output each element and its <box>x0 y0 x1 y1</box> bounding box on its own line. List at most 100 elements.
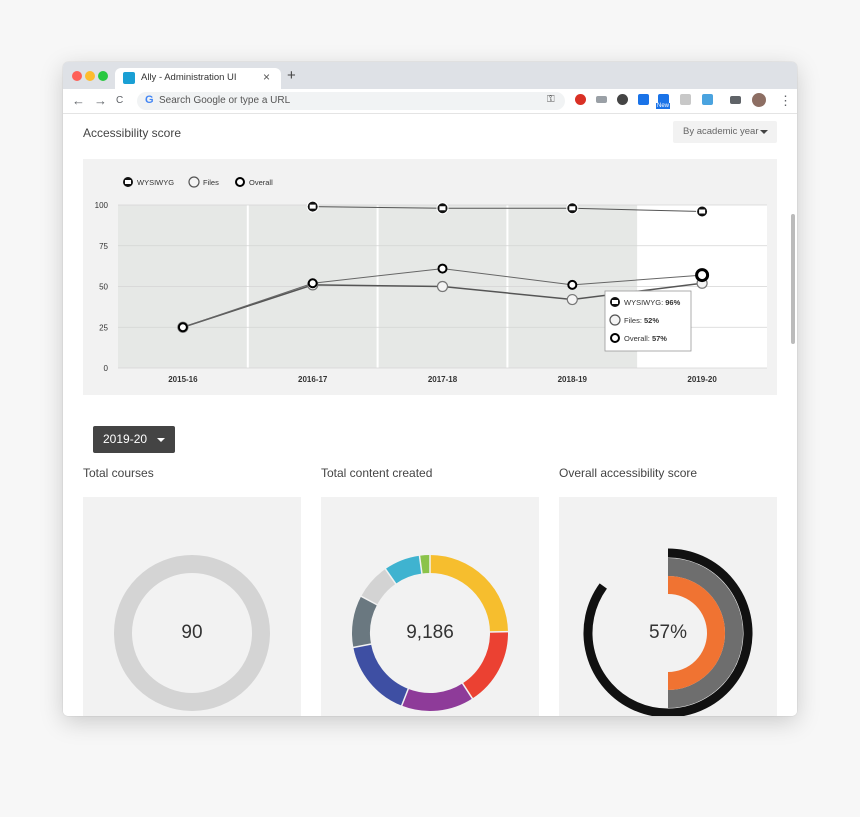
tab-ally[interactable]: Ally - Administration UI × <box>115 68 281 89</box>
reading-list-icon[interactable] <box>730 96 741 104</box>
y-tick-label: 100 <box>95 201 109 210</box>
tab-bar: Ally - Administration UI × + <box>63 62 797 89</box>
profile-avatar[interactable] <box>752 93 766 107</box>
x-tick-label: 2015-16 <box>168 375 198 384</box>
page-scrollbar[interactable] <box>791 214 795 344</box>
maximize-window-button[interactable] <box>98 71 108 81</box>
total-courses-value: 90 <box>181 622 203 643</box>
tooltip-wysiwyg-icon-glyph <box>612 300 618 304</box>
extension-new-badge: New <box>656 103 671 109</box>
page-content: Accessibility score By academic year 0 25… <box>63 114 797 716</box>
content-segment-gap <box>352 643 373 649</box>
content-segment <box>401 683 473 711</box>
x-tick-label: 2016-17 <box>298 375 328 384</box>
legend-files-icon <box>188 176 200 188</box>
overall-point <box>437 263 448 274</box>
overall-score-card: 57% <box>559 497 777 716</box>
minimize-window-button[interactable] <box>85 71 95 81</box>
omnibox-placeholder: Search Google or type a URL <box>159 95 291 106</box>
series-line <box>312 206 703 213</box>
overall-point <box>307 278 318 289</box>
total-content-title: Total content created <box>321 466 433 480</box>
new-tab-button[interactable]: + <box>287 67 296 84</box>
tooltip-label: Files: 52% <box>624 316 659 325</box>
extension-circle-icon[interactable] <box>617 94 628 105</box>
close-window-button[interactable] <box>72 71 82 81</box>
legend-label: Files <box>203 178 219 187</box>
accessibility-score-title: Accessibility score <box>83 126 182 140</box>
score-donut <box>583 548 753 716</box>
extension-new-icon[interactable] <box>658 94 669 105</box>
extension-ublock-icon[interactable] <box>575 94 586 105</box>
year-dropdown[interactable]: 2019-20 <box>93 426 175 453</box>
tab-close-button[interactable]: × <box>263 70 271 84</box>
omnibox[interactable]: G Search Google or type a URL ⚿ <box>137 92 565 110</box>
extension-blue-icon[interactable] <box>702 94 713 105</box>
overall-score-title: Overall accessibility score <box>559 466 698 480</box>
chevron-down-icon <box>157 438 165 442</box>
legend-label: Overall <box>249 178 273 187</box>
overall-point <box>695 268 710 283</box>
content-segment-gap <box>418 554 423 575</box>
total-content-card: 9,186 <box>321 497 539 716</box>
score-ring-outer <box>583 548 753 716</box>
overall-point <box>567 279 578 290</box>
extension-triangle-icon[interactable] <box>638 94 649 105</box>
browser-menu-button[interactable]: ⋮ <box>779 93 792 108</box>
overall-point <box>177 322 188 333</box>
extension-cast-icon[interactable] <box>596 96 607 103</box>
overall-score-value: 57% <box>648 622 688 643</box>
back-button[interactable]: ← <box>72 93 85 108</box>
content-donut <box>352 554 510 711</box>
files-point <box>436 280 449 293</box>
reload-button[interactable]: C <box>116 95 124 106</box>
ally-favicon-icon <box>123 72 135 84</box>
key-icon[interactable]: ⚿ <box>547 94 555 105</box>
content-segment <box>352 596 378 648</box>
line-chart-svg: 0 25 50 75 100 2015-16 2016-17 2017-18 2018-19 20… <box>95 176 767 384</box>
wysiwyg-point-glyph <box>439 206 446 211</box>
tooltip-files-icon <box>609 314 621 326</box>
content-segment-gap <box>384 567 397 586</box>
total-courses-card: 90 <box>83 497 301 716</box>
wysiwyg-point-glyph <box>309 204 316 209</box>
legend-overall-icon <box>235 177 245 187</box>
tooltip-value: 57% <box>652 334 667 343</box>
score-ring-middle <box>667 558 743 708</box>
view-select-label: By academic year <box>683 126 759 137</box>
tooltip-overall-icon <box>610 333 620 343</box>
total-content-value: 9,186 <box>406 622 454 643</box>
y-tick-label: 25 <box>99 323 108 332</box>
view-select[interactable]: By academic year <box>673 121 777 143</box>
content-segment <box>419 555 431 574</box>
legend-wysiwyg-icon-glyph <box>125 180 131 184</box>
content-segment <box>385 555 423 584</box>
extension-mountain-icon[interactable] <box>680 94 691 105</box>
chart-tooltip: WYSIWYG: 96% Files: 52% Overall: 57% <box>604 290 692 352</box>
total-courses-title: Total courses <box>83 466 154 480</box>
content-segment-gap <box>359 595 379 606</box>
content-segment <box>429 555 508 633</box>
x-tick-label: 2018-19 <box>558 375 588 384</box>
tooltip-label: Overall: 57% <box>624 334 667 343</box>
x-tick-label: 2017-18 <box>428 375 458 384</box>
tab-title: Ally - Administration UI <box>141 72 237 83</box>
year-dropdown-label: 2019-20 <box>103 432 148 446</box>
chevron-down-icon <box>760 130 768 134</box>
content-segment-gap <box>400 687 410 707</box>
y-tick-label: 75 <box>99 242 108 251</box>
content-segment <box>361 568 397 606</box>
y-tick-label: 0 <box>104 364 109 373</box>
x-tick-label: 2019-20 <box>687 375 717 384</box>
accessibility-line-chart: 0 25 50 75 100 2015-16 2016-17 2017-18 2018-19 20… <box>83 159 777 395</box>
content-segment <box>462 631 508 699</box>
browser-toolbar: ← → C G Search Google or type a URL ⚿ Ne… <box>63 89 797 114</box>
google-icon: G <box>145 94 154 106</box>
legend-label: WYSIWYG <box>137 178 174 187</box>
tooltip-value: 96% <box>665 298 680 307</box>
y-tick-label: 50 <box>99 283 108 292</box>
courses-donut <box>114 555 270 711</box>
content-segment <box>353 643 409 706</box>
courses-ring <box>114 555 270 711</box>
forward-button[interactable]: → <box>94 93 107 108</box>
